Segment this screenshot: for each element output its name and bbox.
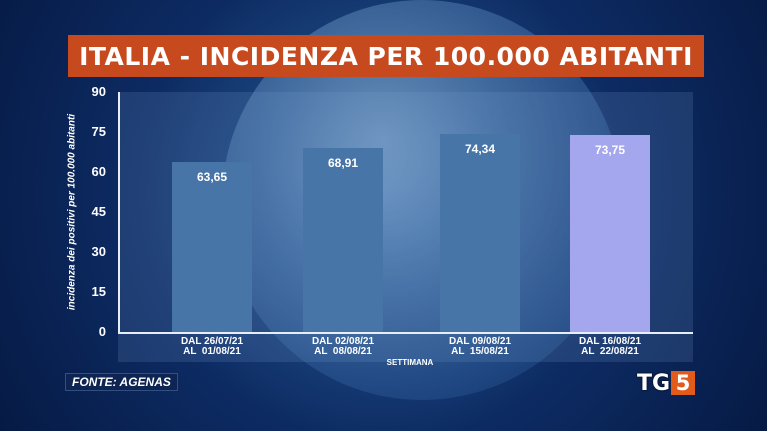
y-tick-label: 75 [91,124,106,139]
category-label: DAL 16/08/21 AL 22/08/21 [578,336,642,357]
x-axis [118,332,693,334]
logo-number: 5 [671,371,696,395]
bar [570,135,650,332]
y-tick-label: 30 [91,244,106,259]
bar-value-label: 74,34 [464,141,496,156]
source-caption: FONTE: AGENAS [65,373,178,391]
bar [440,133,520,332]
y-tick-label: 0 [98,324,106,339]
y-tick-label: 60 [91,164,106,179]
bar [303,148,383,332]
category-label: DAL 26/07/21 AL 01/08/21 [180,336,244,357]
y-tick-label: 45 [91,204,106,219]
logo-text: TG [637,370,671,396]
bar-value-label: 63,65 [196,170,228,185]
x-axis-label: SETTIMANA [386,358,434,367]
bar-value-label: 68,91 [327,156,359,171]
category-label: DAL 02/08/21 AL 08/08/21 [311,336,375,357]
y-tick-label: 15 [91,284,106,299]
bar [172,162,252,332]
title-banner: ITALIA - INCIDENZA PER 100.000 ABITANTI [68,35,704,77]
tg5-logo: TG 5 [637,370,696,396]
y-axis [118,92,120,332]
chart-title: ITALIA - INCIDENZA PER 100.000 ABITANTI [79,41,693,71]
category-label: DAL 09/08/21 AL 15/08/21 [448,336,512,357]
y-tick-label: 90 [91,84,106,99]
bar-value-label: 73,75 [594,143,626,158]
